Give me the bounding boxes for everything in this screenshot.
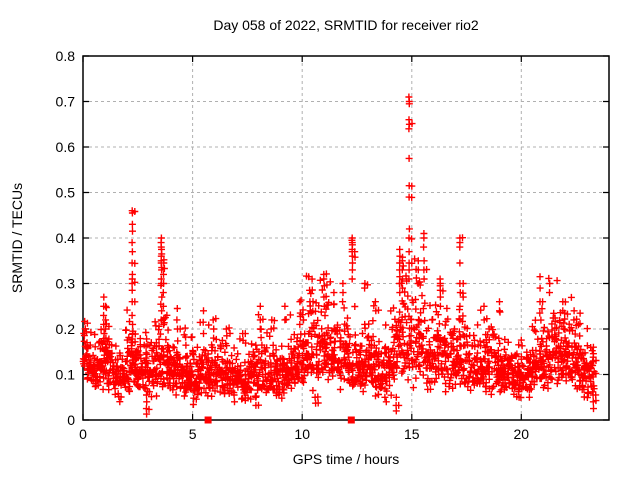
y-tick-label: 0.1 (56, 367, 76, 383)
x-tick-label: 20 (514, 426, 530, 442)
x-tick-label: 0 (79, 426, 87, 442)
y-tick-label: 0.8 (56, 48, 76, 64)
x-tick-label: 5 (189, 426, 197, 442)
chart-title: Day 058 of 2022, SRMTID for receiver rio… (213, 17, 479, 33)
x-tick-label: 15 (404, 426, 420, 442)
y-tick-label: 0.3 (56, 276, 76, 292)
axis-flag-marker (347, 416, 355, 424)
scatter-points (79, 93, 600, 418)
y-tick-label: 0.4 (56, 230, 76, 246)
y-tick-label: 0.6 (56, 139, 76, 155)
x-axis-label: GPS time / hours (292, 451, 400, 467)
y-tick-label: 0 (67, 412, 75, 428)
x-tick-label: 10 (294, 426, 310, 442)
y-tick-label: 0.2 (56, 321, 76, 337)
y-axis-label: SRMTID / TECUs (9, 182, 25, 294)
y-tick-label: 0.7 (56, 94, 76, 110)
plot-frame (82, 55, 610, 421)
y-tick-label: 0.5 (56, 185, 76, 201)
axis-flag-marker (204, 416, 212, 424)
